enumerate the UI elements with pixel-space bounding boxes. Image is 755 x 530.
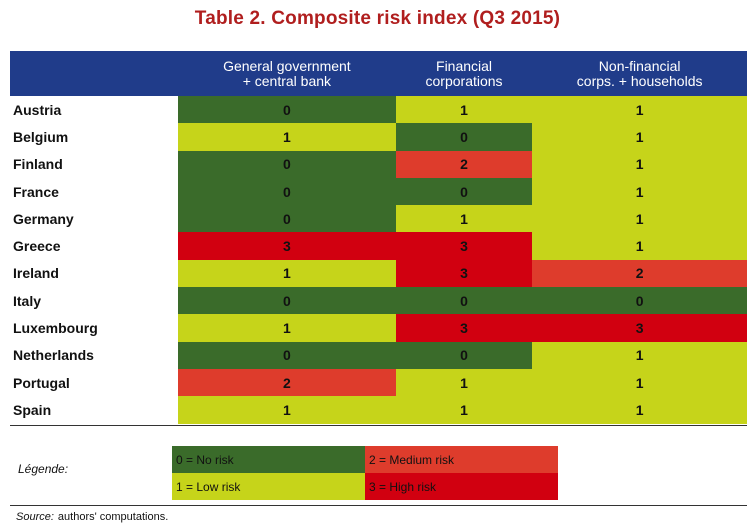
risk-cell: 3 bbox=[395, 232, 533, 260]
country-name: Spain bbox=[13, 401, 52, 418]
column-header-line: General government bbox=[223, 57, 351, 74]
column-header-line: corps. + households bbox=[576, 72, 703, 89]
risk-cell: 1 bbox=[532, 96, 747, 124]
table-row: Spain 1 1 1 bbox=[10, 396, 747, 424]
legend-item: 1 = Low risk bbox=[172, 473, 365, 500]
table-row: France 0 0 1 bbox=[10, 177, 747, 206]
risk-cell: 1 bbox=[395, 396, 533, 424]
risk-cell: 1 bbox=[178, 314, 396, 342]
column-header-line: Non-financial bbox=[598, 57, 681, 74]
risk-cell: 1 bbox=[178, 259, 396, 288]
risk-cell: 0 bbox=[395, 287, 533, 315]
risk-cell: 1 bbox=[532, 396, 747, 424]
risk-cell: 0 bbox=[178, 96, 396, 124]
risk-cell: 0 bbox=[178, 150, 396, 178]
table-row: Italy 0 0 0 bbox=[10, 287, 747, 315]
risk-cell: 1 bbox=[532, 150, 747, 178]
column-header-general-government: General government + central bank bbox=[178, 51, 396, 96]
legend-label: Légende: bbox=[18, 462, 69, 476]
risk-cell: 3 bbox=[178, 232, 396, 260]
risk-table: General government + central bank Financ… bbox=[10, 51, 747, 424]
risk-cell: 1 bbox=[178, 396, 396, 424]
risk-cell: 0 bbox=[532, 287, 747, 315]
legend-item: 0 = No risk bbox=[172, 446, 365, 473]
country-name: Italy bbox=[13, 292, 42, 309]
country-name: Austria bbox=[13, 101, 62, 118]
country-name: Luxembourg bbox=[13, 320, 98, 337]
table-bottom-rule bbox=[10, 425, 747, 426]
country-name: Finland bbox=[13, 156, 63, 173]
risk-cell: 1 bbox=[532, 177, 747, 206]
country-name: Portugal bbox=[13, 374, 70, 391]
column-header-line: corporations bbox=[425, 72, 503, 89]
source-label: Source: bbox=[16, 511, 54, 523]
table-row: Greece 3 3 1 bbox=[10, 232, 747, 260]
risk-cell: 0 bbox=[395, 177, 533, 206]
table-row: Portugal 2 1 1 bbox=[10, 368, 747, 397]
source-note: Source: authors' computations. bbox=[16, 511, 168, 523]
risk-cell: 2 bbox=[532, 259, 747, 288]
risk-cell: 1 bbox=[532, 205, 747, 233]
header-corner bbox=[10, 51, 178, 96]
risk-cell: 2 bbox=[178, 368, 396, 397]
risk-cell: 1 bbox=[395, 96, 533, 124]
table-row: Austria 0 1 1 bbox=[10, 96, 747, 124]
risk-cell: 0 bbox=[178, 177, 396, 206]
source-text: authors' computations. bbox=[57, 511, 169, 523]
country-name: Netherlands bbox=[13, 347, 94, 364]
risk-cell: 1 bbox=[178, 123, 396, 151]
risk-cell: 3 bbox=[395, 314, 533, 342]
table-title: Table 2. Composite risk index (Q3 2015) bbox=[194, 8, 561, 29]
table-row: Ireland 1 3 2 bbox=[10, 259, 747, 288]
column-header-financial-corporations: Financial corporations bbox=[395, 51, 533, 96]
table-row: Finland 0 2 1 bbox=[10, 150, 747, 178]
legend-bottom-rule bbox=[10, 505, 747, 506]
risk-cell: 1 bbox=[395, 205, 533, 233]
country-name: Greece bbox=[13, 238, 61, 255]
risk-cell: 1 bbox=[532, 232, 747, 260]
header-row: General government + central bank Financ… bbox=[10, 51, 747, 96]
risk-cell: 1 bbox=[532, 341, 747, 369]
risk-cell: 1 bbox=[532, 123, 747, 151]
risk-cell: 1 bbox=[532, 368, 747, 397]
country-name: Belgium bbox=[13, 128, 69, 145]
table-row: Luxembourg 1 3 3 bbox=[10, 314, 747, 342]
risk-cell: 0 bbox=[178, 341, 396, 369]
country-name: Germany bbox=[13, 210, 74, 227]
risk-cell: 2 bbox=[395, 150, 533, 178]
legend-item: 3 = High risk bbox=[365, 473, 558, 500]
risk-cell: 3 bbox=[395, 259, 533, 288]
column-header-line: + central bank bbox=[242, 72, 332, 89]
table-row: Germany 0 1 1 bbox=[10, 205, 747, 233]
risk-cell: 1 bbox=[395, 368, 533, 397]
table-body: Austria 0 1 1 Belgium 1 0 1 Finland 0 2 1 France 0 0 1 G… bbox=[10, 96, 747, 424]
table-row: Belgium 1 0 1 bbox=[10, 123, 747, 151]
risk-cell: 0 bbox=[395, 341, 533, 369]
risk-cell: 0 bbox=[178, 205, 396, 233]
column-header-non-financial: Non-financial corps. + households bbox=[532, 51, 747, 96]
risk-cell: 0 bbox=[395, 123, 533, 151]
table-row: Netherlands 0 0 1 bbox=[10, 341, 747, 369]
legend-item: 2 = Medium risk bbox=[365, 446, 558, 473]
country-name: Ireland bbox=[13, 265, 59, 282]
legend: 0 = No risk 2 = Medium risk 1 = Low risk 3 … bbox=[172, 446, 558, 500]
country-name: France bbox=[13, 183, 59, 200]
column-header-line: Financial bbox=[436, 57, 493, 74]
risk-cell: 3 bbox=[532, 314, 747, 342]
risk-cell: 0 bbox=[178, 287, 396, 315]
